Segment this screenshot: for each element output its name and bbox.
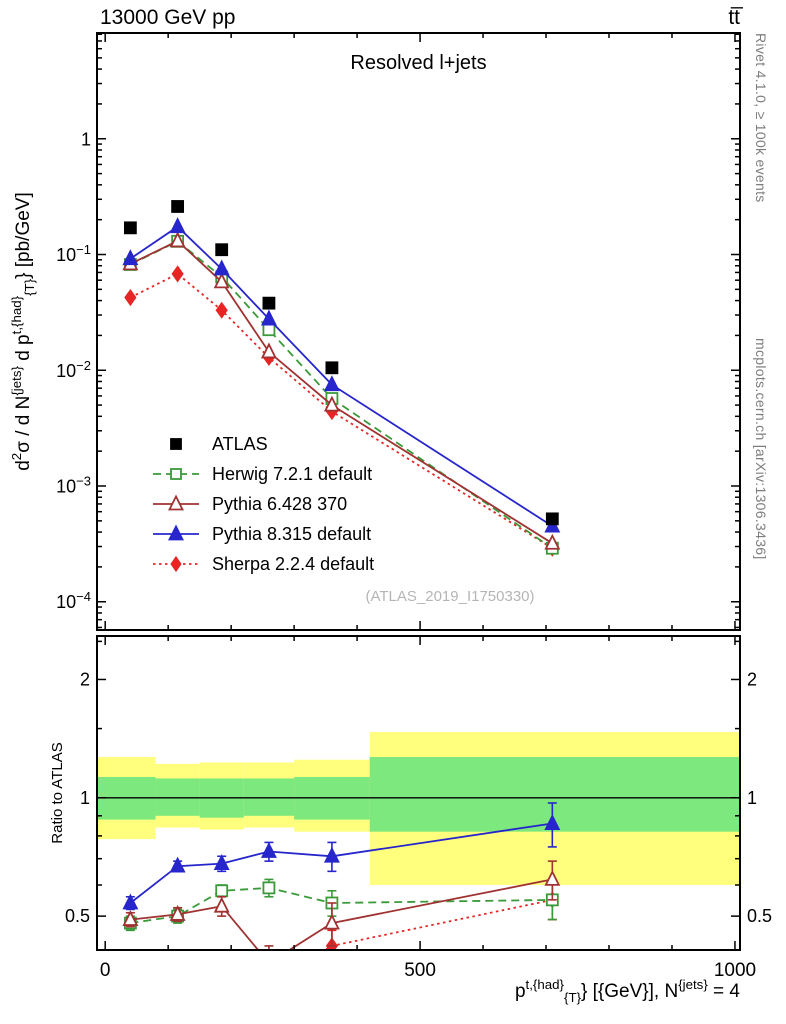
analysis-watermark: (ATLAS_2019_I1750330) — [365, 588, 535, 605]
svg-text:10−1: 10−1 — [56, 242, 91, 265]
svg-text:0.5: 0.5 — [65, 906, 90, 926]
atlas-marker-icon — [170, 438, 182, 450]
legend: ATLAS Herwig 7.2.1 default Pythia 6.428 … — [150, 429, 374, 579]
mcplots-reference-note: mcplots.cern.ch [arXiv:1306.3436] — [753, 338, 769, 560]
legend-item-pythia6: Pythia 6.428 370 — [150, 489, 374, 519]
svg-text:1: 1 — [81, 129, 91, 149]
beam-energy-title: 13000 GeV pp — [100, 6, 236, 29]
legend-item-atlas: ATLAS — [150, 429, 374, 459]
svg-text:2: 2 — [80, 669, 90, 689]
svg-text:10−4: 10−4 — [56, 589, 91, 612]
rivet-version-note: Rivet 4.1.0, ≥ 100k events — [753, 33, 769, 203]
svg-text:1: 1 — [80, 788, 90, 808]
legend-label: Pythia 6.428 370 — [212, 494, 348, 514]
herwig-marker-icon — [153, 468, 199, 480]
legend-label: Sherpa 2.2.4 default — [212, 554, 375, 574]
svg-text:2: 2 — [747, 669, 757, 689]
legend-label: ATLAS — [212, 434, 268, 454]
svg-text:1000: 1000 — [714, 960, 756, 981]
svg-text:1: 1 — [747, 788, 757, 808]
plot-title: Resolved l+jets — [350, 52, 487, 74]
svg-text:10−2: 10−2 — [56, 358, 91, 381]
ratio-axis-label: Ratio to ATLAS — [49, 742, 66, 844]
pythia6-marker-icon — [153, 494, 199, 511]
pythia8-marker-icon — [153, 524, 199, 541]
process-label: tt̅ — [728, 6, 740, 29]
legend-item-herwig: Herwig 7.2.1 default — [150, 459, 374, 489]
y-axis-label: d2σ / d N{jets} d pt,{had}{T}} [pb/GeV] — [9, 192, 37, 471]
svg-text:0: 0 — [100, 960, 111, 981]
legend-item-sherpa: Sherpa 2.2.4 default — [150, 549, 374, 579]
sherpa-marker-icon — [153, 555, 199, 573]
legend-label: Herwig 7.2.1 default — [212, 464, 373, 484]
x-axis-label: pt,{had}{T}} [{GeV}], N{jets} = 4 — [514, 977, 740, 1005]
svg-text:500: 500 — [404, 960, 436, 981]
legend-label: Pythia 8.315 default — [212, 524, 372, 544]
svg-text:0.5: 0.5 — [747, 906, 772, 926]
svg-text:10−3: 10−3 — [56, 474, 91, 497]
legend-item-pythia8: Pythia 8.315 default — [150, 519, 374, 549]
